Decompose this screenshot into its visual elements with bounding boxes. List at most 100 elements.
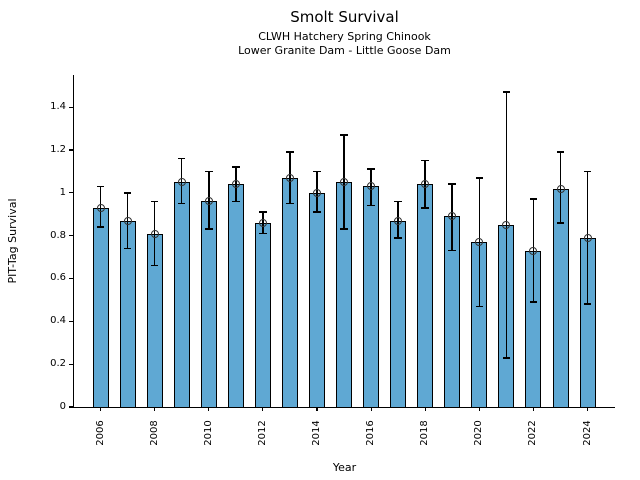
bar-2018 (417, 184, 434, 408)
error-cap-top-2024 (583, 170, 592, 173)
error-cap-bottom-2009 (177, 202, 186, 205)
point-marker-2011 (231, 180, 240, 189)
x-tick-label: 2008 (148, 420, 160, 446)
error-cap-top-2010 (204, 170, 213, 173)
point-marker-2007 (123, 216, 132, 225)
x-tick-mark (316, 407, 318, 411)
point-marker-2014 (312, 188, 321, 197)
point-marker-2006 (96, 203, 105, 212)
y-tick-mark (69, 363, 73, 365)
point-marker-2024 (583, 233, 592, 242)
error-cap-bottom-2013 (286, 202, 294, 205)
chart-subtitle-1: CLWH Hatchery Spring Chinook (258, 30, 431, 43)
error-cap-bottom-2019 (448, 249, 457, 252)
point-marker-2008 (150, 229, 159, 238)
error-cap-top-2021 (502, 91, 511, 93)
error-cap-top-2017 (394, 200, 402, 203)
error-cap-top-2022 (529, 198, 538, 201)
x-tick-mark (262, 407, 264, 411)
bar-2010 (200, 201, 217, 408)
error-cap-bottom-2006 (96, 226, 105, 228)
x-tick-mark (370, 407, 372, 411)
y-axis-label: PIT-Tag Survival (6, 198, 19, 284)
x-tick-mark (532, 407, 535, 411)
error-cap-top-2020 (475, 177, 484, 179)
error-cap-top-2006 (96, 185, 105, 188)
y-tick-label: 1 (59, 186, 66, 198)
error-cap-top-2018 (421, 159, 429, 162)
error-cap-bottom-2020 (475, 305, 484, 308)
point-marker-2023 (556, 184, 565, 193)
error-cap-bottom-2007 (123, 247, 132, 250)
point-marker-2020 (475, 238, 484, 247)
error-cap-bottom-2011 (232, 200, 240, 203)
error-cap-bottom-2010 (204, 228, 213, 230)
x-tick-label: 2010 (202, 420, 214, 446)
point-marker-2015 (340, 178, 349, 187)
point-marker-2012 (258, 218, 267, 227)
x-tick-label: 2024 (581, 420, 593, 446)
x-tick-label: 2006 (94, 420, 106, 446)
x-tick-mark (99, 407, 102, 411)
error-cap-bottom-2024 (583, 303, 592, 305)
y-tick-mark (69, 235, 73, 237)
error-cap-bottom-2022 (529, 301, 538, 303)
y-tick-label: 0.2 (50, 358, 66, 370)
bar-2016 (363, 186, 380, 408)
bar-2014 (308, 192, 325, 408)
x-tick-mark (478, 407, 480, 411)
x-tick-mark (424, 407, 426, 411)
y-tick-mark (69, 192, 73, 194)
bar-2017 (390, 220, 407, 408)
point-marker-2021 (502, 220, 511, 229)
y-tick-label: 1.2 (50, 143, 66, 155)
error-cap-bottom-2012 (259, 232, 267, 235)
x-axis-label: Year (332, 461, 357, 474)
bar-2011 (227, 184, 244, 408)
y-tick-mark (69, 277, 73, 280)
y-axis-spine (73, 75, 75, 408)
x-tick-mark (586, 407, 589, 411)
point-marker-2010 (204, 197, 213, 206)
y-tick-mark (69, 149, 73, 151)
error-cap-bottom-2016 (367, 204, 375, 207)
error-cap-bottom-2021 (502, 356, 511, 359)
plot-area: 0 0.2 0.4 0.6 0.8 1 1.2 1.4 2006 2008 2010 2012 2014… (50, 75, 615, 446)
x-tick-label: 2012 (256, 420, 268, 446)
error-cap-top-2016 (367, 168, 375, 171)
y-tick-mark (69, 406, 73, 408)
point-marker-2022 (529, 246, 538, 255)
error-cap-bottom-2017 (394, 236, 402, 239)
bar-2013 (281, 177, 298, 408)
chart-title: Smolt Survival (290, 8, 399, 26)
error-cap-top-2008 (150, 200, 159, 203)
x-tick-label: 2022 (527, 420, 539, 446)
point-marker-2017 (394, 216, 403, 225)
x-tick-label: 2018 (419, 420, 431, 446)
x-tick-mark (154, 407, 156, 411)
error-cap-bottom-2008 (150, 264, 159, 267)
bar-2012 (254, 222, 271, 408)
y-tick-label: 0 (59, 401, 66, 412)
y-tick-label: 0.6 (50, 272, 66, 284)
chart-subtitle-2: Lower Granite Dam - Little Goose Dam (238, 44, 451, 57)
x-tick-label: 2014 (310, 420, 322, 446)
error-cap-top-2023 (556, 151, 565, 153)
error-cap-bottom-2015 (340, 228, 348, 230)
y-tick-mark (69, 106, 73, 108)
error-cap-bottom-2018 (421, 207, 429, 209)
point-marker-2013 (285, 173, 294, 182)
error-cap-bottom-2023 (556, 221, 565, 224)
point-marker-2009 (177, 178, 186, 187)
error-cap-top-2013 (286, 151, 294, 153)
error-cap-top-2011 (232, 166, 240, 168)
x-tick-label: 2020 (473, 420, 485, 446)
error-cap-top-2015 (340, 134, 348, 136)
bar-2009 (173, 182, 190, 408)
point-marker-2016 (367, 182, 376, 191)
point-marker-2018 (421, 180, 430, 189)
y-tick-label: 0.8 (50, 229, 66, 241)
point-marker-2019 (448, 212, 457, 221)
error-cap-top-2007 (123, 192, 132, 194)
